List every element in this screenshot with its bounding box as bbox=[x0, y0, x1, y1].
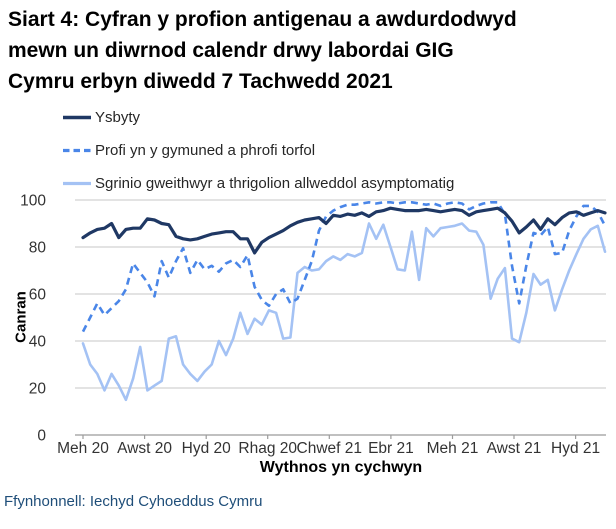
series-line-1 bbox=[81, 201, 607, 333]
x-tick-label: Ebr 21 bbox=[368, 440, 414, 457]
y-tick-label: 40 bbox=[29, 334, 47, 351]
x-tick-label: Meh 20 bbox=[57, 440, 109, 457]
legend-label: Profi yn y gymuned a phrofi torfol bbox=[95, 142, 316, 159]
legend-label: Ysbyty bbox=[95, 109, 141, 126]
x-tick-label: Awst 20 bbox=[117, 440, 172, 457]
series-line-2 bbox=[81, 222, 607, 402]
legend-swatch-solid-navy-icon bbox=[63, 115, 91, 120]
series-line-0 bbox=[81, 206, 607, 255]
page-title-line: Cymru erbyn diwedd 7 Tachwedd 2021 bbox=[8, 70, 393, 93]
x-tick-label: Hyd 20 bbox=[182, 440, 231, 457]
x-tick-label: Hyd 21 bbox=[551, 440, 600, 457]
source-note: Ffynhonnell: Iechyd Cyhoeddus Cymru bbox=[4, 493, 263, 510]
x-tick-label: Meh 21 bbox=[427, 440, 479, 457]
legend-label: Sgrinio gweithwyr a thrigolion allweddol… bbox=[95, 175, 455, 192]
page-title-line: Siart 4: Cyfran y profion antigenau a aw… bbox=[8, 8, 517, 31]
x-tick-label: Chwef 21 bbox=[297, 440, 362, 457]
y-tick-label: 20 bbox=[29, 381, 47, 398]
x-tick-label: Rhag 20 bbox=[238, 440, 297, 457]
x-axis-title: Wythnos yn cychwyn bbox=[259, 459, 423, 476]
legend-swatch-solid-lightblue-icon bbox=[63, 181, 91, 186]
legend-item-ysbyty: Ysbyty bbox=[63, 101, 454, 134]
y-tick-label: 0 bbox=[37, 428, 46, 445]
legend-swatch-dashed-blue-icon bbox=[63, 148, 91, 153]
x-tick-label: Awst 21 bbox=[487, 440, 542, 457]
y-tick-label: 80 bbox=[29, 240, 47, 257]
page-title: Siart 4: Cyfran y profion antigenau a aw… bbox=[8, 4, 608, 97]
legend: Ysbyty Profi yn y gymuned a phrofi torfo… bbox=[63, 101, 454, 200]
page-title-line: mewn un diwrnod calendr drwy labordai GI… bbox=[8, 39, 454, 62]
legend-item-sgrinio: Sgrinio gweithwyr a thrigolion allweddol… bbox=[63, 167, 454, 200]
y-tick-label: 100 bbox=[20, 193, 46, 210]
legend-item-profi-gymuned: Profi yn y gymuned a phrofi torfol bbox=[63, 134, 454, 167]
y-tick-label: 60 bbox=[29, 287, 47, 304]
